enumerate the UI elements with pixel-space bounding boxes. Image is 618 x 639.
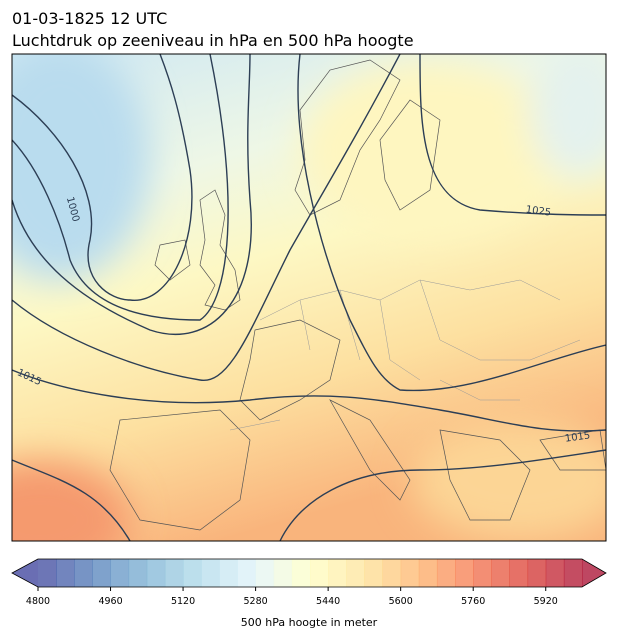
colorbar-segment (310, 559, 329, 587)
colorbar-segment (382, 559, 402, 587)
colorbar-segment (201, 559, 220, 587)
colorbar-segment (364, 559, 384, 587)
colorbar-segment (110, 559, 130, 587)
colorbar-segment (527, 559, 547, 587)
isobar-label: 1015 (564, 430, 591, 444)
isobar-label: 1025 (525, 204, 552, 218)
colorbar-segment (219, 559, 238, 587)
colorbar-segment (291, 559, 311, 587)
map-title: Luchtdruk op zeeniveau in hPa en 500 hPa… (12, 31, 414, 50)
colorbar-segment (455, 559, 474, 587)
colorbar-segment (74, 559, 93, 587)
colorbar-tick-label: 5280 (244, 596, 268, 607)
colorbar-extend-low (12, 559, 38, 587)
colorbar-tick-label: 5600 (389, 596, 413, 607)
colorbar-tick-label: 4960 (98, 596, 122, 607)
colorbar-segment (545, 559, 565, 587)
map-frame (11, 53, 607, 542)
colorbar-segment (418, 559, 438, 587)
colorbar-tick-label: 5760 (461, 596, 485, 607)
colorbar-segment (38, 559, 57, 587)
colorbar-segment (273, 559, 293, 587)
colorbar-extend-high (582, 559, 606, 587)
colorbar: 4800 4960 5120 5280 5440 5600 5760 5920 (11, 558, 607, 607)
colorbar-segment (328, 559, 347, 587)
map: 1000 1025 1015 1015 (12, 54, 606, 541)
colorbar-segment (563, 559, 583, 587)
colorbar-segment (346, 559, 365, 587)
colorbar-tick-label: 5440 (316, 596, 340, 607)
colorbar-segment (509, 559, 529, 587)
colorbar-segment (491, 559, 510, 587)
colorbar-segment (164, 559, 184, 587)
colorbar-tick-label: 4800 (26, 596, 50, 607)
colorbar-segment (473, 559, 492, 587)
colorbar-segment (183, 559, 202, 587)
colorbar-segment (56, 559, 75, 587)
colorbar-tick-label: 5920 (534, 596, 558, 607)
colorbar-segment (237, 559, 257, 587)
colorbar-tick-label: 5120 (171, 596, 195, 607)
colorbar-label: 500 hPa hoogte in meter (241, 616, 378, 629)
colorbar-segment (400, 559, 420, 587)
colorbar-segment (255, 559, 275, 587)
colorbar-segment (146, 559, 166, 587)
date-title: 01-03-1825 12 UTC (12, 9, 167, 28)
colorbar-segment (128, 559, 148, 587)
colorbar-outline (11, 558, 607, 588)
colorbar-segment (436, 559, 456, 587)
colorbar-segment (92, 559, 112, 587)
